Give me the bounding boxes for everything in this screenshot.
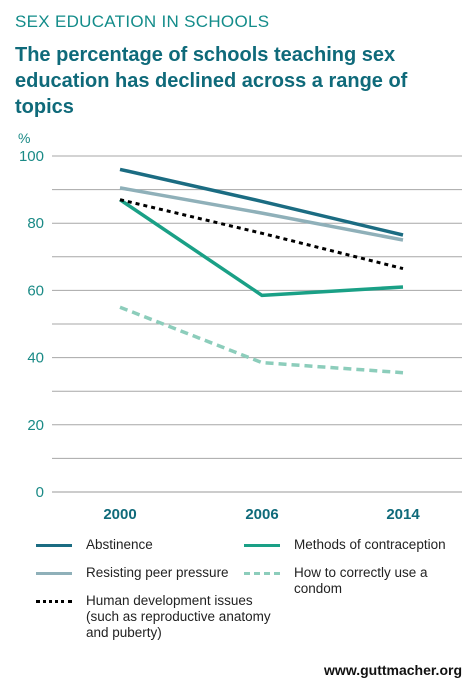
y-tick-label: 60	[27, 282, 44, 299]
chart-kicker: SEX EDUCATION IN SCHOOLS	[15, 12, 270, 31]
y-tick-label: 100	[19, 148, 44, 165]
x-tick-label: 2014	[386, 506, 420, 523]
y-tick-label: 40	[27, 350, 44, 367]
y-tick-label: 20	[27, 417, 44, 434]
x-tick-label: 2000	[103, 506, 136, 523]
source-url: www.guttmacher.org	[324, 662, 462, 678]
y-tick-label: 0	[36, 484, 44, 501]
series-line-1	[119, 198, 404, 298]
gridlines	[52, 155, 462, 493]
series-line-0	[119, 167, 404, 237]
x-tick-label: 2006	[245, 506, 278, 523]
series-line-2	[119, 186, 404, 242]
series-lines	[119, 167, 404, 375]
series-line-4	[119, 198, 404, 271]
y-tick-label: 80	[27, 215, 44, 232]
axis-labels: 0 20 40 60 80 100% 2000 2006 2014	[18, 130, 420, 523]
series-line-3	[119, 305, 404, 375]
chart-title: The percentage of schools teaching sex e…	[15, 44, 408, 118]
y-axis-label: %	[18, 130, 30, 146]
